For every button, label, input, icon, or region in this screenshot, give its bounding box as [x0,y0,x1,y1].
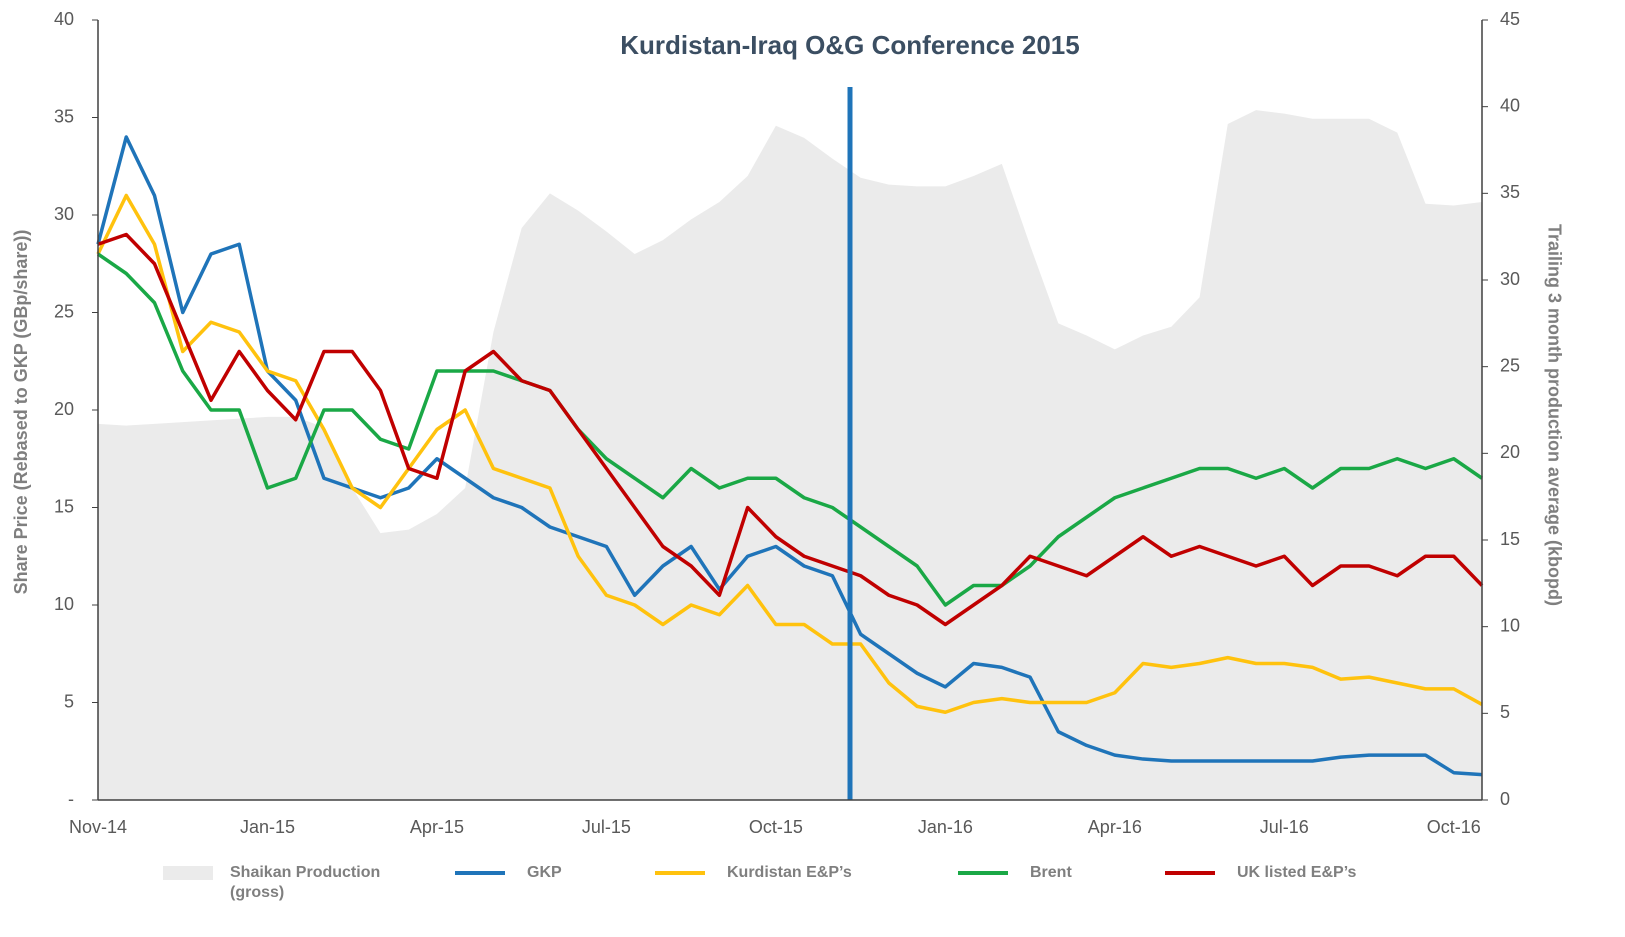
y2-axis-title: Trailing 3 month production average (kbo… [1544,224,1564,606]
x-tick-label: Jan-16 [918,817,973,837]
y-tick-label: 30 [54,204,74,224]
y-tick-label: 10 [54,594,74,614]
y2-tick-label: 25 [1500,355,1520,375]
x-tick-label: Nov-14 [69,817,127,837]
x-tick-label: Apr-15 [410,817,464,837]
x-tick-label: Jan-15 [240,817,295,837]
x-tick-label: Apr-16 [1088,817,1142,837]
y-tick-label: - [68,789,74,809]
y-tick-label: 25 [54,301,74,321]
y2-tick-label: 5 [1500,702,1510,722]
y2-tick-label: 30 [1500,269,1520,289]
y-tick-label: 20 [54,399,74,419]
x-tick-label: Oct-15 [749,817,803,837]
y-tick-label: 35 [54,106,74,126]
line [96,193,1483,714]
plot-area [96,110,1484,801]
legend-label: UK listed E&P’s [1237,864,1357,881]
y2-tick-label: 15 [1500,529,1520,549]
y-axis-title: Share Price (Rebased to GKP (GBp/share)) [11,230,31,595]
y2-tick-label: 20 [1500,442,1520,462]
legend-label: Brent [1030,864,1072,881]
line [97,252,1483,607]
line [96,135,1483,777]
y2-tick-label: 35 [1500,182,1520,202]
x-tick-label: Oct-16 [1427,817,1481,837]
y2-tick-label: 45 [1500,9,1520,29]
legend-label: Shaikan Production (gross) [230,864,381,901]
chart-title: Kurdistan-Iraq O&G Conference 2015 [620,30,1079,60]
y2-tick-label: 0 [1500,789,1510,809]
legend-label: GKP [527,864,562,881]
y-tick-label: 15 [54,496,74,516]
legend-swatch [163,866,213,880]
area [98,110,1482,801]
x-tick-label: Jul-16 [1260,817,1309,837]
line [97,232,1484,627]
y-tick-label: 5 [64,691,74,711]
y-tick-label: 40 [54,9,74,29]
x-tick-label: Jul-15 [582,817,631,837]
legend-label: Kurdistan E&P’s [727,864,852,881]
y2-tick-label: 10 [1500,615,1520,635]
y2-tick-label: 40 [1500,95,1520,115]
